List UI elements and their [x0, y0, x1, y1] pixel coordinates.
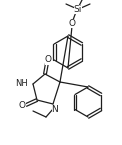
Text: Si: Si: [74, 4, 82, 13]
Text: O: O: [19, 102, 25, 110]
Text: O: O: [68, 19, 76, 28]
Text: N: N: [52, 106, 58, 115]
Text: NH: NH: [15, 79, 28, 88]
Text: O: O: [45, 56, 51, 65]
